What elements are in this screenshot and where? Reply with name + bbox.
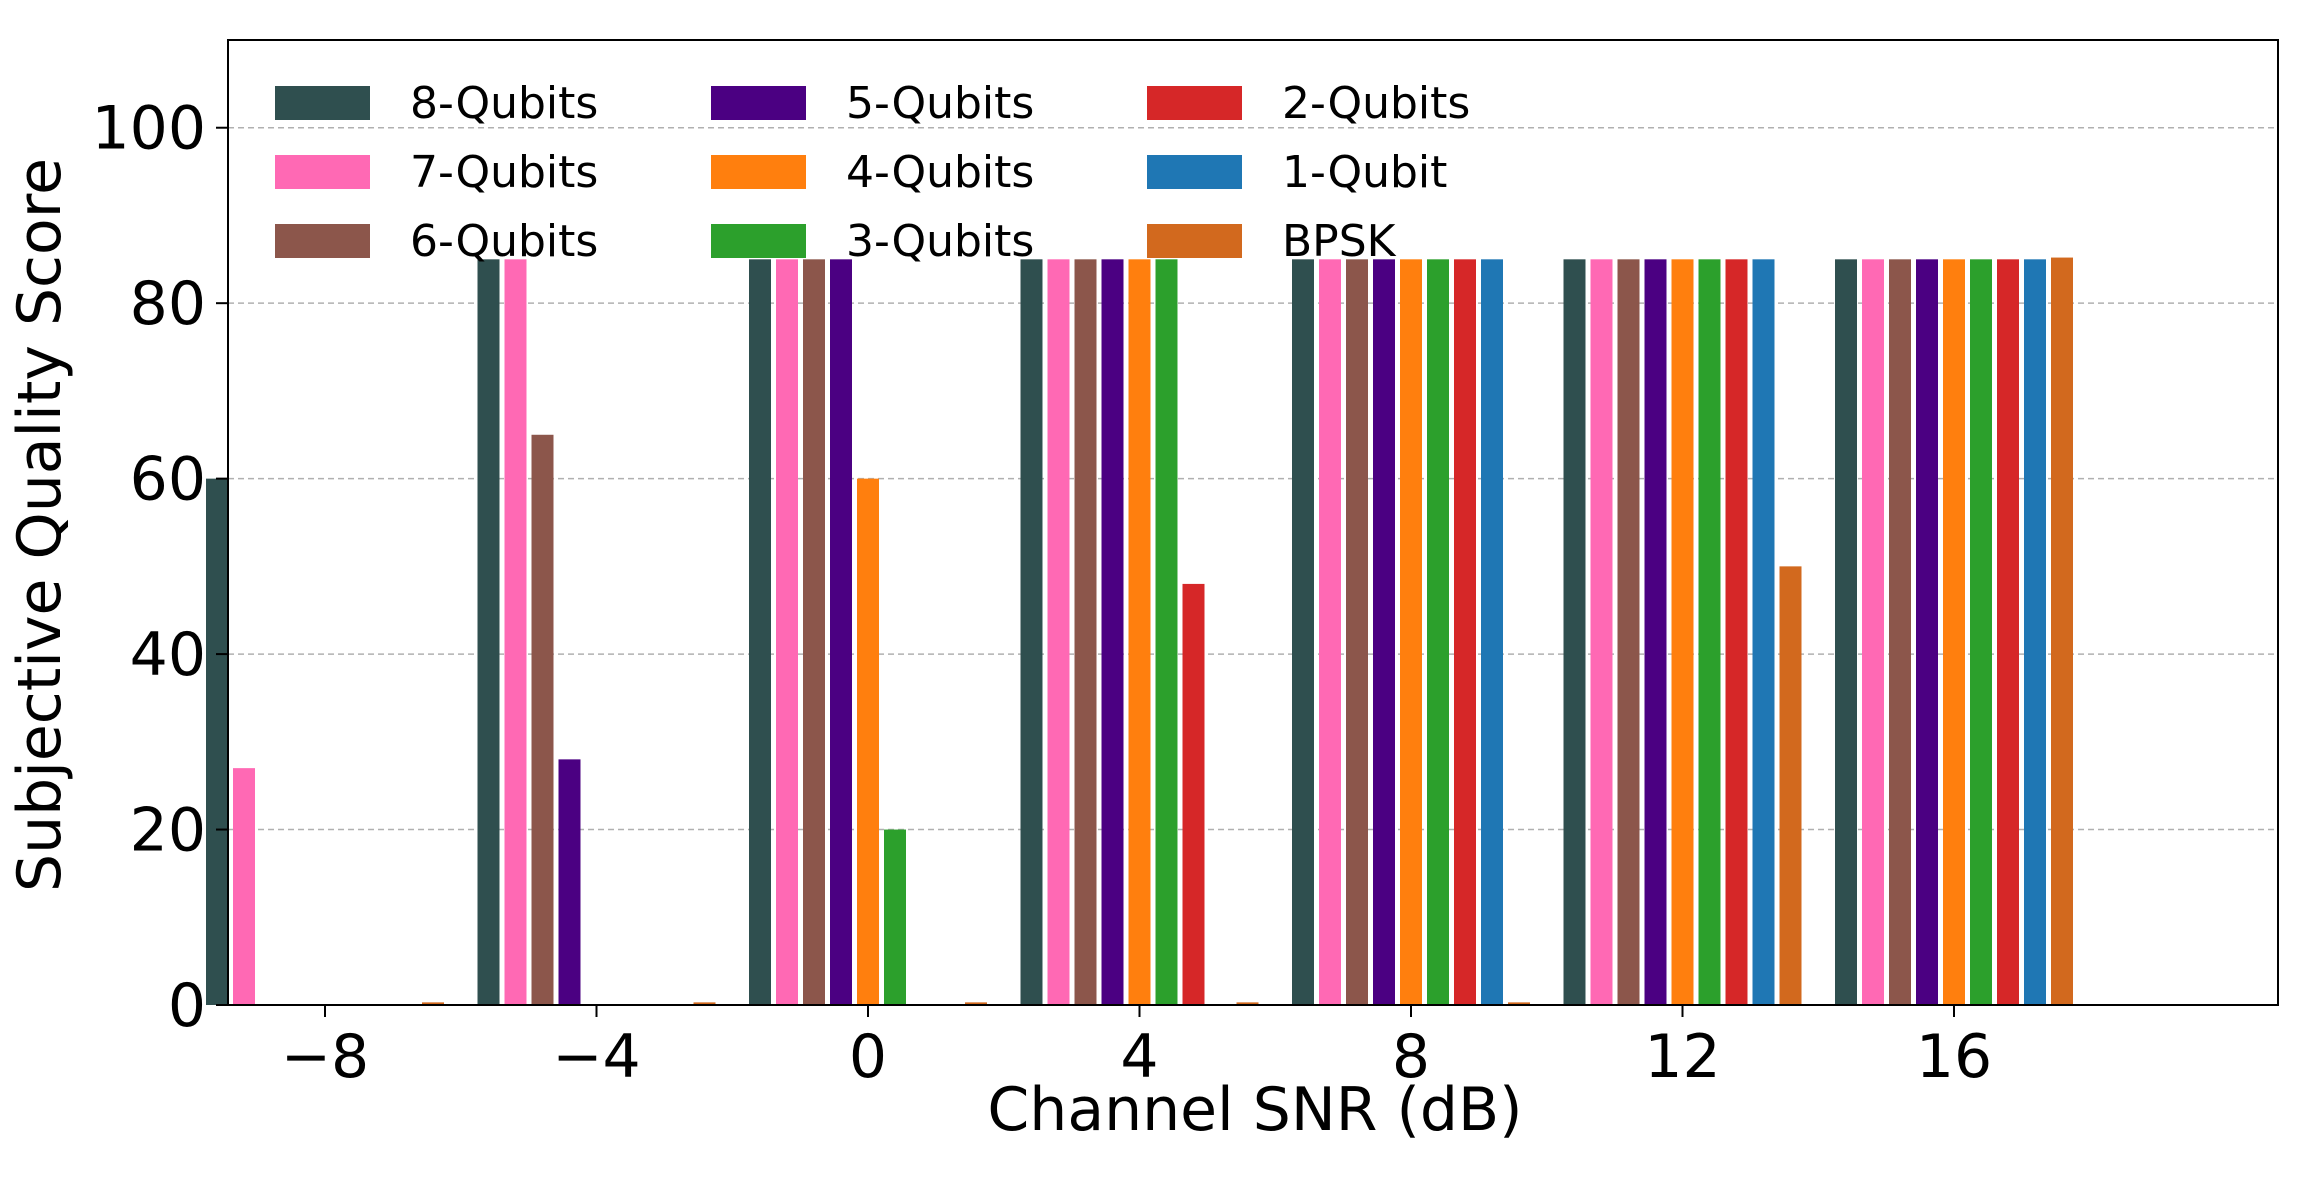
x-tick-label: 0 — [849, 1022, 887, 1092]
x-tick-label: 8 — [1392, 1022, 1430, 1092]
bar-bpsk-1 — [693, 1002, 716, 1005]
bar-8-qubits-4 — [1292, 259, 1314, 1005]
legend-label-3-qubits: 3-Qubits — [846, 216, 1034, 267]
bar-7-qubits-4 — [1319, 259, 1341, 1005]
bar-6-qubits-4 — [1346, 259, 1368, 1005]
bar-4-qubits-5 — [1671, 259, 1694, 1005]
legend-label-5-qubits: 5-Qubits — [846, 78, 1034, 129]
legend-label-6-qubits: 6-Qubits — [410, 216, 598, 267]
bar-6-qubits-2 — [803, 259, 825, 1005]
bar-5-qubits-5 — [1644, 259, 1667, 1005]
x-tick-label: −4 — [552, 1022, 640, 1092]
x-axis-label: Channel SNR (dB) — [987, 1075, 1522, 1145]
legend-swatch-2-qubits — [1147, 86, 1242, 120]
bar-bpsk-3 — [1236, 1002, 1259, 1005]
bar-3-qubits-5 — [1698, 259, 1721, 1005]
bar-8-qubits-0 — [206, 478, 228, 1005]
bar-5-qubits-1 — [558, 759, 581, 1005]
y-tick-label: 60 — [130, 445, 206, 515]
legend-label-4-qubits: 4-Qubits — [846, 147, 1034, 198]
legend-swatch-8-qubits — [275, 86, 370, 120]
bar-8-qubits-2 — [749, 259, 771, 1005]
bar-6-qubits-3 — [1074, 259, 1097, 1005]
bar-8-qubits-1 — [477, 259, 500, 1005]
bar-7-qubits-0 — [233, 768, 255, 1005]
plot-frame — [227, 39, 2279, 1006]
x-tick-label: 16 — [1916, 1022, 1992, 1092]
bar-1-qubit-5 — [1752, 259, 1775, 1005]
bar-7-qubits-6 — [1862, 259, 1884, 1005]
y-tick-label: 20 — [130, 796, 206, 866]
bar-bpsk-6 — [2051, 257, 2073, 1006]
y-tick-label: 100 — [91, 94, 206, 164]
legend-swatch-5-qubits — [711, 86, 806, 120]
bar-1-qubit-6 — [2024, 259, 2046, 1005]
bar-5-qubits-6 — [1916, 259, 1938, 1005]
y-tick-label: 0 — [168, 971, 206, 1041]
bar-4-qubits-4 — [1400, 259, 1422, 1005]
legend-label-bpsk: BPSK — [1282, 216, 1397, 267]
bar-8-qubits-5 — [1563, 259, 1586, 1005]
legend-swatch-bpsk — [1147, 224, 1242, 258]
legend-label-7-qubits: 7-Qubits — [410, 147, 598, 198]
bar-bpsk-4 — [1508, 1002, 1530, 1005]
legend: 8-Qubits 7-Qubits 6-Qubits 5-Qubits 4-Qubits… — [275, 78, 1470, 267]
bar-2-qubits-4 — [1454, 259, 1476, 1005]
bar-7-qubits-1 — [504, 259, 527, 1005]
bar-7-qubits-3 — [1047, 259, 1070, 1005]
bar-4-qubits-6 — [1943, 259, 1965, 1005]
bar-bpsk-0 — [422, 1002, 444, 1005]
legend-swatch-6-qubits — [275, 224, 370, 258]
bar-5-qubits-2 — [830, 259, 852, 1005]
legend-swatch-7-qubits — [275, 155, 370, 189]
legend-label-1-qubit: 1-Qubit — [1282, 147, 1447, 198]
bar-3-qubits-4 — [1427, 259, 1449, 1005]
bar-7-qubits-5 — [1590, 259, 1613, 1005]
y-tick-label: 40 — [130, 620, 206, 690]
bar-5-qubits-3 — [1101, 259, 1124, 1005]
legend-swatch-3-qubits — [711, 224, 806, 258]
legend-swatch-4-qubits — [711, 155, 806, 189]
bar-1-qubit-4 — [1481, 259, 1503, 1005]
axis-ticks: 0 20 40 60 80 100 −8 −4 0 4 8 12 16 — [91, 94, 1992, 1092]
bar-3-qubits-6 — [1970, 259, 1992, 1005]
y-tick-label: 80 — [130, 269, 206, 339]
bar-7-qubits-2 — [776, 259, 798, 1005]
bar-2-qubits-5 — [1725, 259, 1748, 1005]
bar-6-qubits-5 — [1617, 259, 1640, 1005]
bar-4-qubits-3 — [1128, 259, 1151, 1005]
bar-2-qubits-3 — [1182, 583, 1205, 1005]
bar-5-qubits-4 — [1373, 259, 1395, 1005]
bar-8-qubits-3 — [1020, 259, 1043, 1005]
bar-3-qubits-3 — [1155, 259, 1178, 1005]
bar-bpsk-5 — [1779, 566, 1802, 1005]
legend-swatch-1-qubit — [1147, 155, 1242, 189]
bar-2-qubits-6 — [1997, 259, 2019, 1005]
bars — [206, 257, 2073, 1006]
legend-label-8-qubits: 8-Qubits — [410, 78, 598, 129]
bar-3-qubits-2 — [884, 829, 906, 1005]
bar-4-qubits-2 — [857, 478, 879, 1005]
x-tick-label: 4 — [1120, 1022, 1158, 1092]
x-tick-label: −8 — [281, 1022, 369, 1092]
bar-8-qubits-6 — [1835, 259, 1857, 1005]
bar-bpsk-2 — [965, 1002, 987, 1005]
y-axis-label: Subjective Quality Score — [5, 158, 75, 892]
bar-6-qubits-1 — [531, 434, 554, 1006]
bar-6-qubits-6 — [1889, 259, 1911, 1005]
x-tick-label: 12 — [1644, 1022, 1720, 1092]
legend-label-2-qubits: 2-Qubits — [1282, 78, 1470, 129]
